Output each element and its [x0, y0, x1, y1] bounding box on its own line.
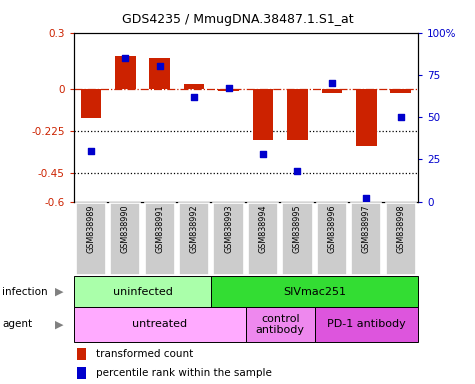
Text: GSM838995: GSM838995 [293, 205, 302, 253]
Text: GDS4235 / MmugDNA.38487.1.S1_at: GDS4235 / MmugDNA.38487.1.S1_at [122, 13, 353, 26]
Text: ▶: ▶ [55, 319, 64, 329]
Text: GSM838997: GSM838997 [362, 205, 371, 253]
Text: GSM838990: GSM838990 [121, 205, 130, 253]
Bar [314, 307, 418, 342]
Point [225, 85, 232, 91]
Point [328, 80, 336, 86]
Text: agent: agent [2, 319, 32, 329]
Bar [110, 203, 141, 275]
Bar [115, 56, 136, 89]
Point [397, 114, 405, 120]
Point [87, 148, 95, 154]
Bar [74, 276, 211, 307]
Bar [184, 84, 204, 89]
Bar [218, 89, 239, 91]
Text: percentile rank within the sample: percentile rank within the sample [96, 368, 272, 378]
Bar [282, 203, 313, 275]
Text: GSM838991: GSM838991 [155, 205, 164, 253]
Point [190, 94, 198, 100]
Text: control
antibody: control antibody [256, 314, 305, 335]
Text: GSM838998: GSM838998 [396, 205, 405, 253]
Bar [390, 89, 411, 93]
Point [122, 55, 129, 61]
Bar [77, 348, 86, 359]
Bar [149, 58, 170, 89]
Text: transformed count: transformed count [96, 349, 193, 359]
Bar [356, 89, 377, 146]
Text: GSM838994: GSM838994 [258, 205, 267, 253]
Bar [76, 203, 106, 275]
Text: uninfected: uninfected [113, 287, 172, 297]
Bar [351, 203, 381, 275]
Text: GSM838993: GSM838993 [224, 205, 233, 253]
Point [294, 168, 301, 174]
Bar [248, 203, 278, 275]
Point [259, 151, 267, 157]
Text: infection: infection [2, 287, 48, 297]
Text: GSM838996: GSM838996 [327, 205, 336, 253]
Point [156, 63, 163, 70]
Text: GSM838989: GSM838989 [86, 205, 95, 253]
Bar [81, 89, 101, 118]
Text: SIVmac251: SIVmac251 [283, 287, 346, 297]
Bar [77, 367, 86, 379]
Bar [179, 203, 209, 275]
Bar [144, 203, 175, 275]
Bar [253, 89, 274, 140]
Point [362, 195, 370, 201]
Text: untreated: untreated [132, 319, 187, 329]
Bar [322, 89, 342, 93]
Text: ▶: ▶ [55, 287, 64, 297]
Bar [317, 203, 347, 275]
Bar [211, 276, 418, 307]
Bar [386, 203, 416, 275]
Bar [287, 89, 308, 140]
Text: PD-1 antibody: PD-1 antibody [327, 319, 406, 329]
Bar [213, 203, 244, 275]
Bar [246, 307, 314, 342]
Bar [74, 307, 246, 342]
Text: GSM838992: GSM838992 [190, 205, 199, 253]
